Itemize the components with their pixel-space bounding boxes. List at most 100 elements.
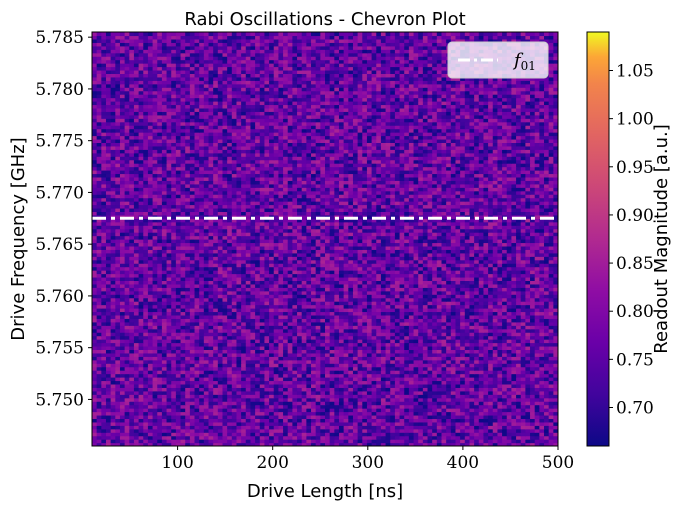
- heatmap-cell: [278, 321, 284, 326]
- heatmap-cell: [469, 342, 475, 347]
- heatmap-cell: [488, 421, 494, 426]
- heatmap-cell: [329, 321, 335, 326]
- heatmap-cell: [422, 387, 429, 392]
- heatmap-cell: [213, 383, 219, 388]
- heatmap-cell: [478, 359, 485, 364]
- heatmap-cell: [203, 342, 210, 347]
- heatmap-cell: [133, 321, 140, 326]
- heatmap-cell: [371, 342, 377, 347]
- heatmap-cell: [329, 411, 335, 416]
- heatmap-cell: [338, 297, 345, 302]
- heatmap-cell: [180, 342, 186, 347]
- heatmap-cell: [199, 314, 205, 319]
- heatmap-cell: [413, 390, 419, 395]
- heatmap-cell: [376, 370, 382, 375]
- heatmap-cell: [301, 294, 307, 299]
- heatmap-cell: [357, 418, 363, 423]
- heatmap-cell: [199, 366, 205, 371]
- heatmap-cell: [548, 342, 554, 347]
- heatmap-cell: [478, 377, 485, 382]
- heatmap-cell: [338, 325, 345, 330]
- heatmap-cell: [399, 294, 405, 299]
- heatmap-cell: [362, 332, 368, 337]
- heatmap-cell: [96, 418, 102, 423]
- heatmap-cell: [329, 328, 335, 333]
- heatmap-cell: [171, 325, 177, 330]
- heatmap-cell: [143, 290, 149, 295]
- heatmap-cell: [455, 332, 461, 337]
- heatmap-cell: [534, 349, 540, 354]
- heatmap-cell: [213, 335, 219, 340]
- heatmap-cell: [194, 401, 200, 406]
- heatmap-cell: [329, 283, 335, 288]
- heatmap-cell: [464, 280, 471, 285]
- heatmap-cell: [432, 414, 438, 419]
- heatmap-cell: [338, 318, 345, 323]
- heatmap-cell: [175, 435, 182, 440]
- heatmap-cell: [143, 304, 149, 309]
- heatmap-cell: [320, 397, 326, 402]
- heatmap-cell: [539, 332, 545, 337]
- heatmap-cell: [422, 421, 429, 426]
- heatmap-cell: [315, 380, 321, 385]
- heatmap-cell: [516, 276, 522, 281]
- heatmap-cell: [115, 345, 121, 350]
- heatmap-cell: [539, 339, 545, 344]
- heatmap-cell: [157, 363, 163, 368]
- heatmap-cell: [469, 370, 475, 375]
- heatmap-cell: [185, 276, 191, 281]
- heatmap-cell: [315, 325, 321, 330]
- heatmap-cell: [338, 442, 345, 446]
- heatmap-cell: [185, 321, 191, 326]
- heatmap-cell: [231, 297, 238, 302]
- heatmap-cell: [152, 366, 158, 371]
- heatmap-cell: [483, 421, 489, 426]
- heatmap-cell: [129, 290, 135, 295]
- heatmap-cell: [460, 366, 466, 371]
- heatmap-cell: [534, 311, 540, 316]
- heatmap-cell: [436, 428, 443, 433]
- heatmap-cell: [553, 387, 558, 392]
- heatmap-cell: [115, 287, 121, 292]
- heatmap-cell: [516, 325, 522, 330]
- heatmap-cell: [129, 377, 135, 382]
- heatmap-cell: [138, 363, 144, 368]
- heatmap-cell: [259, 280, 266, 285]
- heatmap-cell: [399, 276, 405, 281]
- heatmap-cell: [427, 390, 433, 395]
- heatmap-cell: [329, 366, 335, 371]
- heatmap-cell: [255, 321, 261, 326]
- heatmap-cell: [544, 363, 550, 368]
- heatmap-cell: [404, 287, 410, 292]
- heatmap-cell: [311, 387, 317, 392]
- heatmap-cell: [203, 290, 210, 295]
- heatmap-cell: [180, 428, 186, 433]
- heatmap-cell: [455, 418, 461, 423]
- heatmap-cell: [464, 366, 471, 371]
- heatmap-cell: [352, 308, 359, 313]
- heatmap-cell: [292, 408, 298, 413]
- heatmap-cell: [157, 404, 163, 409]
- heatmap-cell: [525, 442, 531, 446]
- heatmap-cell: [129, 325, 135, 330]
- heatmap-cell: [539, 401, 545, 406]
- heatmap-cell: [492, 373, 499, 378]
- heatmap-cell: [553, 435, 558, 440]
- heatmap-cell: [255, 356, 261, 361]
- heatmap-cell: [511, 276, 517, 281]
- heatmap-cell: [348, 425, 354, 430]
- heatmap-cell: [259, 294, 266, 299]
- heatmap-cell: [315, 366, 321, 371]
- heatmap-cell: [492, 318, 499, 323]
- heatmap-cell: [408, 339, 415, 344]
- heatmap-cell: [166, 297, 172, 302]
- heatmap-cell: [143, 414, 149, 419]
- heatmap-cell: [357, 439, 363, 444]
- heatmap-cell: [408, 363, 415, 368]
- heatmap-cell: [264, 287, 270, 292]
- heatmap-cell: [185, 335, 191, 340]
- heatmap-cell: [441, 397, 447, 402]
- heatmap-cell: [161, 370, 168, 375]
- heatmap-cell: [357, 328, 363, 333]
- heatmap-cell: [311, 283, 317, 288]
